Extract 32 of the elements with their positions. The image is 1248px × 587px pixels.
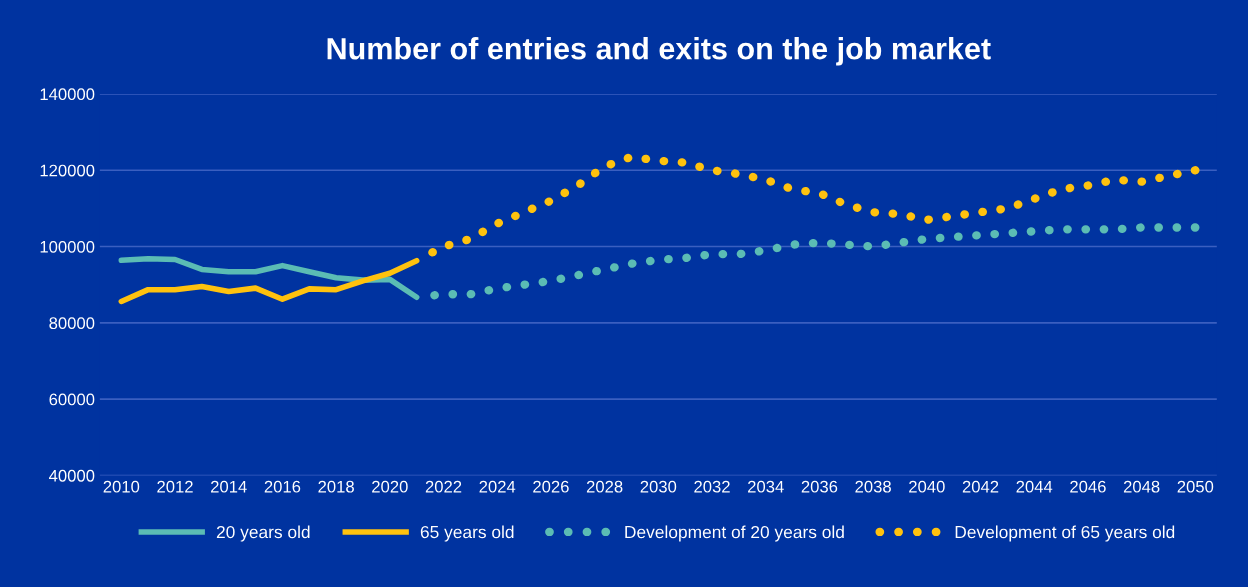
x-tick-label: 2040 <box>909 480 945 493</box>
y-tick-label: 140000 <box>40 88 95 101</box>
x-tick-label: 2020 <box>372 480 408 493</box>
x-tick-label: 2042 <box>962 480 999 493</box>
x-tick-label: 2028 <box>586 480 623 493</box>
y-tick-label: 80000 <box>49 317 95 330</box>
x-tick-label: 2046 <box>1070 480 1106 493</box>
x-tick-label: 2038 <box>855 480 891 493</box>
x-tick-label: 2016 <box>264 480 301 493</box>
y-tick-label: 60000 <box>49 393 95 406</box>
x-tick-label: 2010 <box>103 480 140 493</box>
legend-label: Development of 20 years old <box>625 525 844 542</box>
legend-label: 20 years old <box>216 525 310 542</box>
x-tick-label: 2012 <box>157 480 193 493</box>
x-tick-label: 2044 <box>1016 480 1053 493</box>
legend-label: Development of 65 years old <box>955 525 1175 542</box>
x-tick-label: 2026 <box>533 480 569 493</box>
x-tick-label: 2034 <box>748 480 784 493</box>
x-tick-label: 2036 <box>801 480 838 493</box>
x-tick-label: 2032 <box>694 480 730 493</box>
x-tick-label: 2048 <box>1123 480 1160 493</box>
x-tick-label: 2018 <box>318 480 354 493</box>
x-tick-label: 2030 <box>640 480 677 493</box>
legend-label: 65 years old <box>420 525 514 542</box>
x-tick-label: 2022 <box>425 480 462 493</box>
y-tick-label: 100000 <box>40 240 95 253</box>
x-tick-label: 2050 <box>1177 480 1214 493</box>
x-tick-label: 2024 <box>479 480 516 493</box>
y-tick-label: 120000 <box>40 164 95 177</box>
x-tick-label: 2014 <box>211 480 247 493</box>
chart-title: Number of entries and exits on the job market <box>327 37 991 66</box>
y-tick-label: 40000 <box>49 469 95 482</box>
